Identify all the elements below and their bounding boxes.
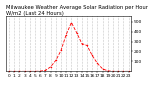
Text: Milwaukee Weather Average Solar Radiation per Hour W/m2 (Last 24 Hours): Milwaukee Weather Average Solar Radiatio…	[6, 5, 148, 16]
